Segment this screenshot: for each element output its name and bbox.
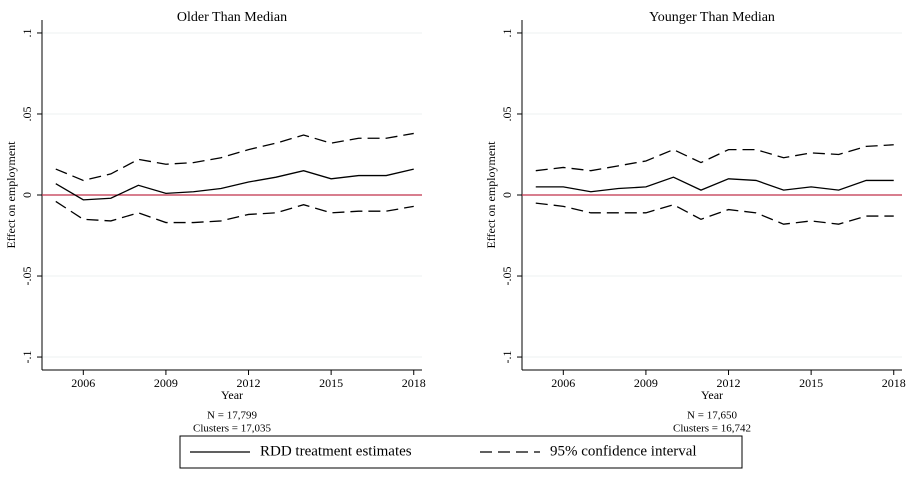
x-tick-label: 2012 — [237, 376, 261, 390]
x-tick-label: 2015 — [799, 376, 823, 390]
y-tick-label: .05 — [500, 106, 514, 121]
y-axis-label: Effect on employment — [484, 141, 498, 249]
y-tick-label: .05 — [20, 106, 34, 121]
x-tick-label: 2009 — [154, 376, 178, 390]
note: N = 17,650 — [687, 410, 737, 422]
y-tick-label: .1 — [500, 28, 514, 37]
y-axis-label: Effect on employment — [4, 141, 18, 249]
x-tick-label: 2009 — [634, 376, 658, 390]
series-line — [55, 168, 414, 201]
note: N = 17,799 — [207, 410, 257, 422]
y-tick-label: -.1 — [20, 351, 34, 364]
series-line — [535, 202, 894, 225]
chart-title: Younger Than Median — [649, 10, 775, 25]
y-tick-label: -.05 — [500, 267, 514, 286]
y-tick-label: 0 — [500, 192, 514, 198]
series-line — [535, 176, 894, 193]
x-tick-label: 2018 — [882, 376, 906, 390]
y-tick-label: -.1 — [500, 351, 514, 364]
series-line — [55, 200, 414, 224]
chart-title: Older Than Median — [177, 10, 287, 25]
series-line — [535, 144, 894, 172]
y-tick-label: .1 — [20, 28, 34, 37]
x-tick-label: 2015 — [319, 376, 343, 390]
note: Clusters = 17,035 — [193, 423, 272, 435]
y-tick-label: -.05 — [20, 267, 34, 286]
legend-label: 95% confidence interval — [550, 443, 697, 459]
x-axis-label: Year — [221, 388, 243, 402]
note: Clusters = 16,742 — [673, 423, 751, 435]
x-tick-label: 2018 — [402, 376, 426, 390]
x-tick-label: 2006 — [71, 376, 95, 390]
x-tick-label: 2006 — [551, 376, 575, 390]
x-tick-label: 2012 — [717, 376, 741, 390]
legend-label: RDD treatment estimates — [260, 443, 412, 459]
legend-box — [179, 435, 743, 469]
y-tick-label: 0 — [20, 192, 34, 198]
series-line — [55, 132, 414, 182]
x-axis-label: Year — [701, 388, 723, 402]
